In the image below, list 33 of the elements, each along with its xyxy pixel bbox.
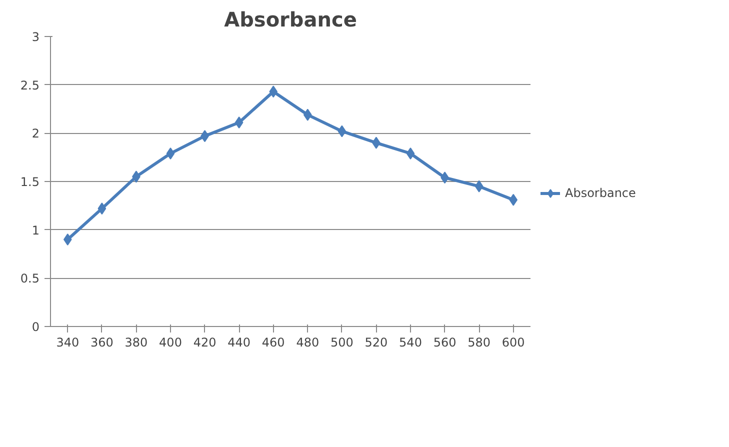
chart-title: Absorbance: [224, 8, 357, 32]
x-tick-label: 340: [56, 336, 80, 350]
y-tick-label: 2: [32, 126, 40, 141]
point: [234, 116, 244, 129]
x-tick-label: 580: [468, 336, 491, 350]
point: [166, 147, 175, 160]
point: [474, 180, 484, 192]
y-tick-label: 1: [32, 223, 40, 238]
point: [406, 147, 415, 160]
x-tick-label: 400: [159, 336, 182, 350]
x-tick-label: 460: [262, 336, 285, 350]
x-tick-label: 440: [228, 336, 251, 350]
legend-label: Absorbance: [565, 186, 636, 200]
y-tick-label: 0.5: [20, 272, 40, 286]
y-tick-label: 3: [32, 30, 40, 44]
point: [509, 194, 518, 206]
point: [63, 234, 72, 246]
x-tick-label: 500: [330, 336, 354, 350]
x-tick-label: 360: [90, 336, 114, 350]
point: [269, 86, 278, 98]
y-tick-label: 2.5: [20, 78, 40, 92]
x-tick-label: 380: [124, 336, 148, 350]
x-tick-label: 520: [364, 336, 388, 350]
point: [303, 108, 312, 121]
x-tick-label: 600: [502, 336, 525, 350]
y-tick-label: 1.5: [20, 175, 40, 189]
x-tick-label: 540: [399, 336, 422, 350]
point: [338, 125, 346, 138]
y-tick-label: 0: [32, 320, 40, 334]
x-tick-label: 480: [296, 336, 320, 350]
x-tick-label: 420: [193, 336, 216, 350]
x-tick-label: 560: [433, 336, 456, 350]
point: [98, 202, 106, 215]
